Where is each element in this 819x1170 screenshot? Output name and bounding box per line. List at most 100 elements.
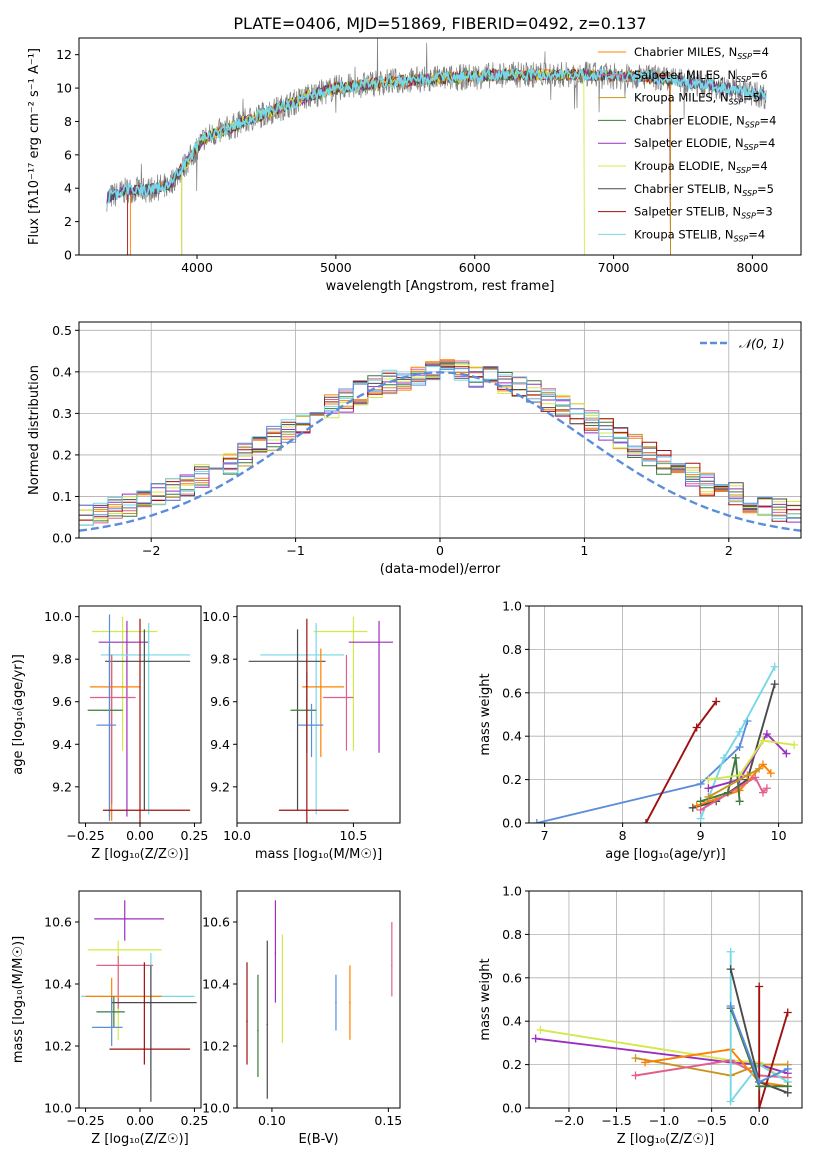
normal-reference-curve: [79, 371, 801, 532]
plus-marker: [759, 788, 767, 797]
legend-count: =4: [752, 45, 769, 59]
plus-marker: [751, 773, 760, 782]
x-tick-label: −0.5: [696, 1113, 726, 1128]
legend: Chabrier MILES, NSSP=4 Salpeter MILES, N S…: [598, 45, 776, 243]
data-point: [110, 1026, 113, 1029]
plus-marker: [770, 680, 779, 689]
x-axis-label: Z [log₁₀(Z/Z☉)]: [91, 847, 188, 862]
y-tick-label: 9.4: [52, 737, 72, 752]
y-tick-label: 0.0: [502, 1101, 522, 1116]
y-tick-label: 10.6: [202, 915, 230, 930]
plot-area: [237, 891, 400, 1108]
axes: 10.0 10.5 9.2 9.4 9.6 9.8 10.0 mass [log₁₀(M/M☉…: [202, 605, 401, 862]
axes-frame: [236, 890, 401, 1109]
legend-label: Salpeter MILES, N: [634, 68, 736, 82]
weight-series-line: [708, 739, 795, 781]
x-tick-label: −1.0: [649, 1113, 679, 1128]
y-tick-label: 9.8: [52, 652, 72, 667]
y-tick-label: 9.6: [210, 694, 230, 709]
legend-count: =3: [756, 205, 773, 219]
data-point: [349, 1001, 351, 1004]
x-tick-label: −2: [142, 543, 160, 558]
axes-frame: [78, 321, 802, 539]
x-tick-label: −1.5: [601, 1113, 631, 1128]
data-point: [143, 1048, 146, 1050]
histogram-panel: −2 −1 0 1 2 0.0 0.1 0.2 0.3 0.4 0.5 (data-model)/er…: [27, 321, 802, 577]
plus-marker: [692, 801, 701, 810]
x-tick-label: 5000: [320, 260, 352, 275]
data-point: [108, 724, 111, 726]
y-axis-label: Normed distribution: [27, 365, 42, 495]
x-tick-label: −2.0: [554, 1113, 584, 1128]
legend-count: =5: [757, 182, 774, 196]
legend-entry: Chabrier ELODIE, NSSP=4: [634, 113, 776, 129]
legend-count: =4: [748, 227, 765, 241]
mass-vs-Z-panel: −0.25 0.00 0.25 10.0 10.2 10.4 10.6 Z [log₁₀(Z/…: [11, 890, 209, 1147]
plus-marker: [766, 769, 775, 778]
plus-marker: [631, 1054, 640, 1063]
mass-vs-ebv-panel: 0.10 0.15 10.0 10.2 10.4 10.6 E(B-V): [202, 890, 402, 1147]
data-point: [117, 964, 120, 967]
plus-marker: [536, 1025, 545, 1034]
model-spectrum-line: [106, 66, 767, 205]
data-point: [310, 724, 313, 726]
y-tick-label: 0.2: [502, 772, 522, 787]
y-tick-label: 10.0: [44, 609, 72, 624]
plus-marker: [782, 749, 791, 758]
plus-marker: [790, 740, 799, 749]
plus-marker: [726, 1097, 735, 1106]
plot-body: [246, 900, 393, 1099]
data-point: [352, 630, 355, 633]
plot-body: [532, 662, 799, 823]
plus-marker: [720, 753, 728, 762]
legend-subscript: SSP: [742, 189, 757, 198]
plus-marker: [726, 1002, 735, 1011]
x-tick-label: 8: [619, 828, 627, 843]
y-tick-label: 2: [64, 214, 72, 229]
plus-marker: [735, 771, 744, 780]
y-tick-label: 1.0: [502, 884, 522, 899]
y-tick-label: 0.2: [502, 1057, 522, 1072]
data-point: [335, 1001, 337, 1004]
plus-marker: [726, 947, 735, 956]
plot-body: [248, 616, 394, 823]
data-point: [266, 1023, 269, 1026]
data-point: [143, 660, 146, 663]
plus-marker: [762, 730, 771, 739]
plus-marker: [696, 805, 705, 814]
x-tick-label: 9: [697, 828, 705, 843]
legend-label: Salpeter STELIB, N: [634, 205, 741, 219]
data-point: [110, 696, 113, 699]
legend-entry: 𝒩(0, 1): [739, 336, 785, 351]
x-axis-label: wavelength [Angstrom, rest frame]: [326, 279, 555, 294]
histogram-step-line: [79, 362, 801, 526]
y-axis-label: mass weight: [478, 673, 493, 755]
data-point: [281, 986, 284, 988]
data-point: [378, 641, 380, 643]
y-tick-label: 6: [64, 147, 72, 162]
x-axis-label: age [log₁₀(age/yr)]: [605, 847, 726, 862]
axes: −2 −1 0 1 2 0.0 0.1 0.2 0.3 0.4 0.5 (data-model)/er…: [27, 321, 802, 577]
x-tick-label: 4000: [181, 260, 213, 275]
weight-series-line: [644, 1048, 788, 1088]
y-tick-label: 0.4: [502, 1014, 522, 1029]
x-tick-label: 0.0: [749, 1113, 769, 1128]
legend-entry: Salpeter STELIB, NSSP=3: [634, 205, 773, 221]
y-tick-label: 10.0: [44, 1101, 72, 1116]
plus-marker: [532, 819, 541, 823]
plus-marker: [759, 760, 767, 769]
axes: −2.0 −1.5 −1.0 −0.5 0.0 0.0 0.2 0.4 0.6 0.8 1.0 Z […: [478, 884, 803, 1147]
legend-entry: Chabrier MILES, NSSP=4: [634, 45, 769, 61]
legend-count: =4: [758, 136, 775, 150]
histogram-step-line: [79, 361, 801, 521]
x-tick-label: 2: [725, 543, 733, 558]
plus-marker: [735, 743, 744, 752]
y-tick-label: 9.8: [210, 652, 230, 667]
legend-label: Kroupa ELODIE, N: [634, 159, 736, 173]
x-tick-label: 0.25: [181, 1113, 209, 1128]
axes: 7 8 9 10 0.0 0.2 0.4 0.6 0.8 1.0 age [log₁₀(age/yr…: [478, 599, 803, 862]
y-tick-label: 0.2: [52, 447, 72, 462]
x-tick-label: 7: [541, 828, 549, 843]
y-tick-label: 0.3: [52, 406, 72, 421]
y-tick-label: 0.0: [502, 816, 522, 831]
